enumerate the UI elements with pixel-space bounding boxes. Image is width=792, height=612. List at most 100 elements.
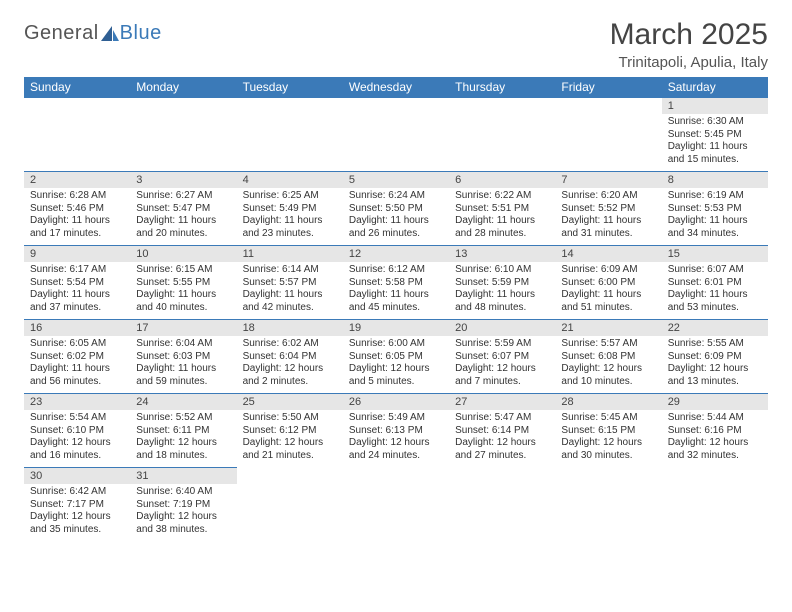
daylight-text: Daylight: 11 hours: [30, 215, 124, 228]
calendar-cell: 6Sunrise: 6:22 AMSunset: 5:51 PMDaylight…: [449, 172, 555, 246]
logo-text-2: Blue: [120, 22, 162, 45]
sunrise-text: Sunrise: 5:57 AM: [561, 338, 655, 351]
sunrise-text: Sunrise: 5:52 AM: [136, 412, 230, 425]
daylight-text: and 45 minutes.: [349, 302, 443, 315]
calendar-row: 30Sunrise: 6:42 AMSunset: 7:17 PMDayligh…: [24, 468, 768, 542]
sunset-text: Sunset: 5:59 PM: [455, 277, 549, 290]
day-number: 12: [343, 246, 449, 262]
day-info: Sunrise: 6:28 AMSunset: 5:46 PMDaylight:…: [24, 188, 130, 243]
sunset-text: Sunset: 6:11 PM: [136, 425, 230, 438]
daylight-text: and 31 minutes.: [561, 228, 655, 241]
sunrise-text: Sunrise: 5:50 AM: [243, 412, 337, 425]
sunset-text: Sunset: 6:01 PM: [668, 277, 762, 290]
calendar-cell: 5Sunrise: 6:24 AMSunset: 5:50 PMDaylight…: [343, 172, 449, 246]
day-number: 8: [662, 172, 768, 188]
calendar-cell: 30Sunrise: 6:42 AMSunset: 7:17 PMDayligh…: [24, 468, 130, 542]
daylight-text: Daylight: 11 hours: [349, 289, 443, 302]
daylight-text: and 40 minutes.: [136, 302, 230, 315]
day-number: 7: [555, 172, 661, 188]
day-info: Sunrise: 6:40 AMSunset: 7:19 PMDaylight:…: [130, 484, 236, 539]
sunset-text: Sunset: 7:19 PM: [136, 499, 230, 512]
daylight-text: and 20 minutes.: [136, 228, 230, 241]
day-info: Sunrise: 6:17 AMSunset: 5:54 PMDaylight:…: [24, 262, 130, 317]
sunrise-text: Sunrise: 5:59 AM: [455, 338, 549, 351]
sunrise-text: Sunrise: 6:05 AM: [30, 338, 124, 351]
daylight-text: Daylight: 12 hours: [668, 363, 762, 376]
sunset-text: Sunset: 5:46 PM: [30, 203, 124, 216]
sunset-text: Sunset: 6:04 PM: [243, 351, 337, 364]
sunset-text: Sunset: 6:07 PM: [455, 351, 549, 364]
weekday-header: Wednesday: [343, 77, 449, 98]
daylight-text: Daylight: 11 hours: [561, 215, 655, 228]
sunset-text: Sunset: 6:02 PM: [30, 351, 124, 364]
sunrise-text: Sunrise: 5:54 AM: [30, 412, 124, 425]
calendar-cell: 29Sunrise: 5:44 AMSunset: 6:16 PMDayligh…: [662, 394, 768, 468]
sunrise-text: Sunrise: 6:17 AM: [30, 264, 124, 277]
daylight-text: and 13 minutes.: [668, 376, 762, 389]
daylight-text: and 51 minutes.: [561, 302, 655, 315]
sunrise-text: Sunrise: 6:30 AM: [668, 116, 762, 129]
sunset-text: Sunset: 5:58 PM: [349, 277, 443, 290]
day-number: 22: [662, 320, 768, 336]
daylight-text: Daylight: 12 hours: [243, 437, 337, 450]
sunset-text: Sunset: 5:47 PM: [136, 203, 230, 216]
sunset-text: Sunset: 5:57 PM: [243, 277, 337, 290]
day-info: Sunrise: 6:07 AMSunset: 6:01 PMDaylight:…: [662, 262, 768, 317]
calendar-cell: 18Sunrise: 6:02 AMSunset: 6:04 PMDayligh…: [237, 320, 343, 394]
day-number: 2: [24, 172, 130, 188]
day-info: Sunrise: 5:59 AMSunset: 6:07 PMDaylight:…: [449, 336, 555, 391]
daylight-text: and 5 minutes.: [349, 376, 443, 389]
sunset-text: Sunset: 6:15 PM: [561, 425, 655, 438]
daylight-text: Daylight: 11 hours: [243, 215, 337, 228]
calendar-cell: 26Sunrise: 5:49 AMSunset: 6:13 PMDayligh…: [343, 394, 449, 468]
day-info: Sunrise: 6:25 AMSunset: 5:49 PMDaylight:…: [237, 188, 343, 243]
daylight-text: and 16 minutes.: [30, 450, 124, 463]
sunrise-text: Sunrise: 5:49 AM: [349, 412, 443, 425]
daylight-text: Daylight: 11 hours: [30, 289, 124, 302]
calendar-row: 1Sunrise: 6:30 AMSunset: 5:45 PMDaylight…: [24, 98, 768, 172]
sunset-text: Sunset: 6:13 PM: [349, 425, 443, 438]
daylight-text: and 15 minutes.: [668, 154, 762, 167]
calendar-cell: [449, 98, 555, 172]
sunrise-text: Sunrise: 6:15 AM: [136, 264, 230, 277]
daylight-text: Daylight: 12 hours: [243, 363, 337, 376]
sunset-text: Sunset: 5:55 PM: [136, 277, 230, 290]
day-info: Sunrise: 5:50 AMSunset: 6:12 PMDaylight:…: [237, 410, 343, 465]
sunset-text: Sunset: 6:10 PM: [30, 425, 124, 438]
daylight-text: and 32 minutes.: [668, 450, 762, 463]
daylight-text: Daylight: 12 hours: [561, 437, 655, 450]
calendar-cell: 21Sunrise: 5:57 AMSunset: 6:08 PMDayligh…: [555, 320, 661, 394]
header: General Blue March 2025 Trinitapoli, Apu…: [24, 18, 768, 71]
daylight-text: Daylight: 11 hours: [455, 289, 549, 302]
calendar-cell: [555, 468, 661, 542]
weekday-header-row: Sunday Monday Tuesday Wednesday Thursday…: [24, 77, 768, 98]
sunset-text: Sunset: 6:14 PM: [455, 425, 549, 438]
sunrise-text: Sunrise: 5:45 AM: [561, 412, 655, 425]
location-text: Trinitapoli, Apulia, Italy: [610, 54, 768, 71]
day-number: 25: [237, 394, 343, 410]
day-info: Sunrise: 5:52 AMSunset: 6:11 PMDaylight:…: [130, 410, 236, 465]
weekday-header: Sunday: [24, 77, 130, 98]
day-number: 5: [343, 172, 449, 188]
calendar-row: 2Sunrise: 6:28 AMSunset: 5:46 PMDaylight…: [24, 172, 768, 246]
calendar-cell: 7Sunrise: 6:20 AMSunset: 5:52 PMDaylight…: [555, 172, 661, 246]
calendar-cell: [24, 98, 130, 172]
page-title: March 2025: [610, 18, 768, 52]
daylight-text: and 53 minutes.: [668, 302, 762, 315]
day-info: Sunrise: 6:19 AMSunset: 5:53 PMDaylight:…: [662, 188, 768, 243]
sunrise-text: Sunrise: 6:02 AM: [243, 338, 337, 351]
weekday-header: Monday: [130, 77, 236, 98]
calendar-cell: 3Sunrise: 6:27 AMSunset: 5:47 PMDaylight…: [130, 172, 236, 246]
daylight-text: and 7 minutes.: [455, 376, 549, 389]
calendar-cell: [662, 468, 768, 542]
day-number: 3: [130, 172, 236, 188]
day-info: Sunrise: 6:24 AMSunset: 5:50 PMDaylight:…: [343, 188, 449, 243]
calendar-cell: 13Sunrise: 6:10 AMSunset: 5:59 PMDayligh…: [449, 246, 555, 320]
daylight-text: and 48 minutes.: [455, 302, 549, 315]
day-number: 16: [24, 320, 130, 336]
sunrise-text: Sunrise: 6:27 AM: [136, 190, 230, 203]
sunrise-text: Sunrise: 6:00 AM: [349, 338, 443, 351]
weekday-header: Saturday: [662, 77, 768, 98]
day-number: 17: [130, 320, 236, 336]
daylight-text: Daylight: 12 hours: [455, 437, 549, 450]
